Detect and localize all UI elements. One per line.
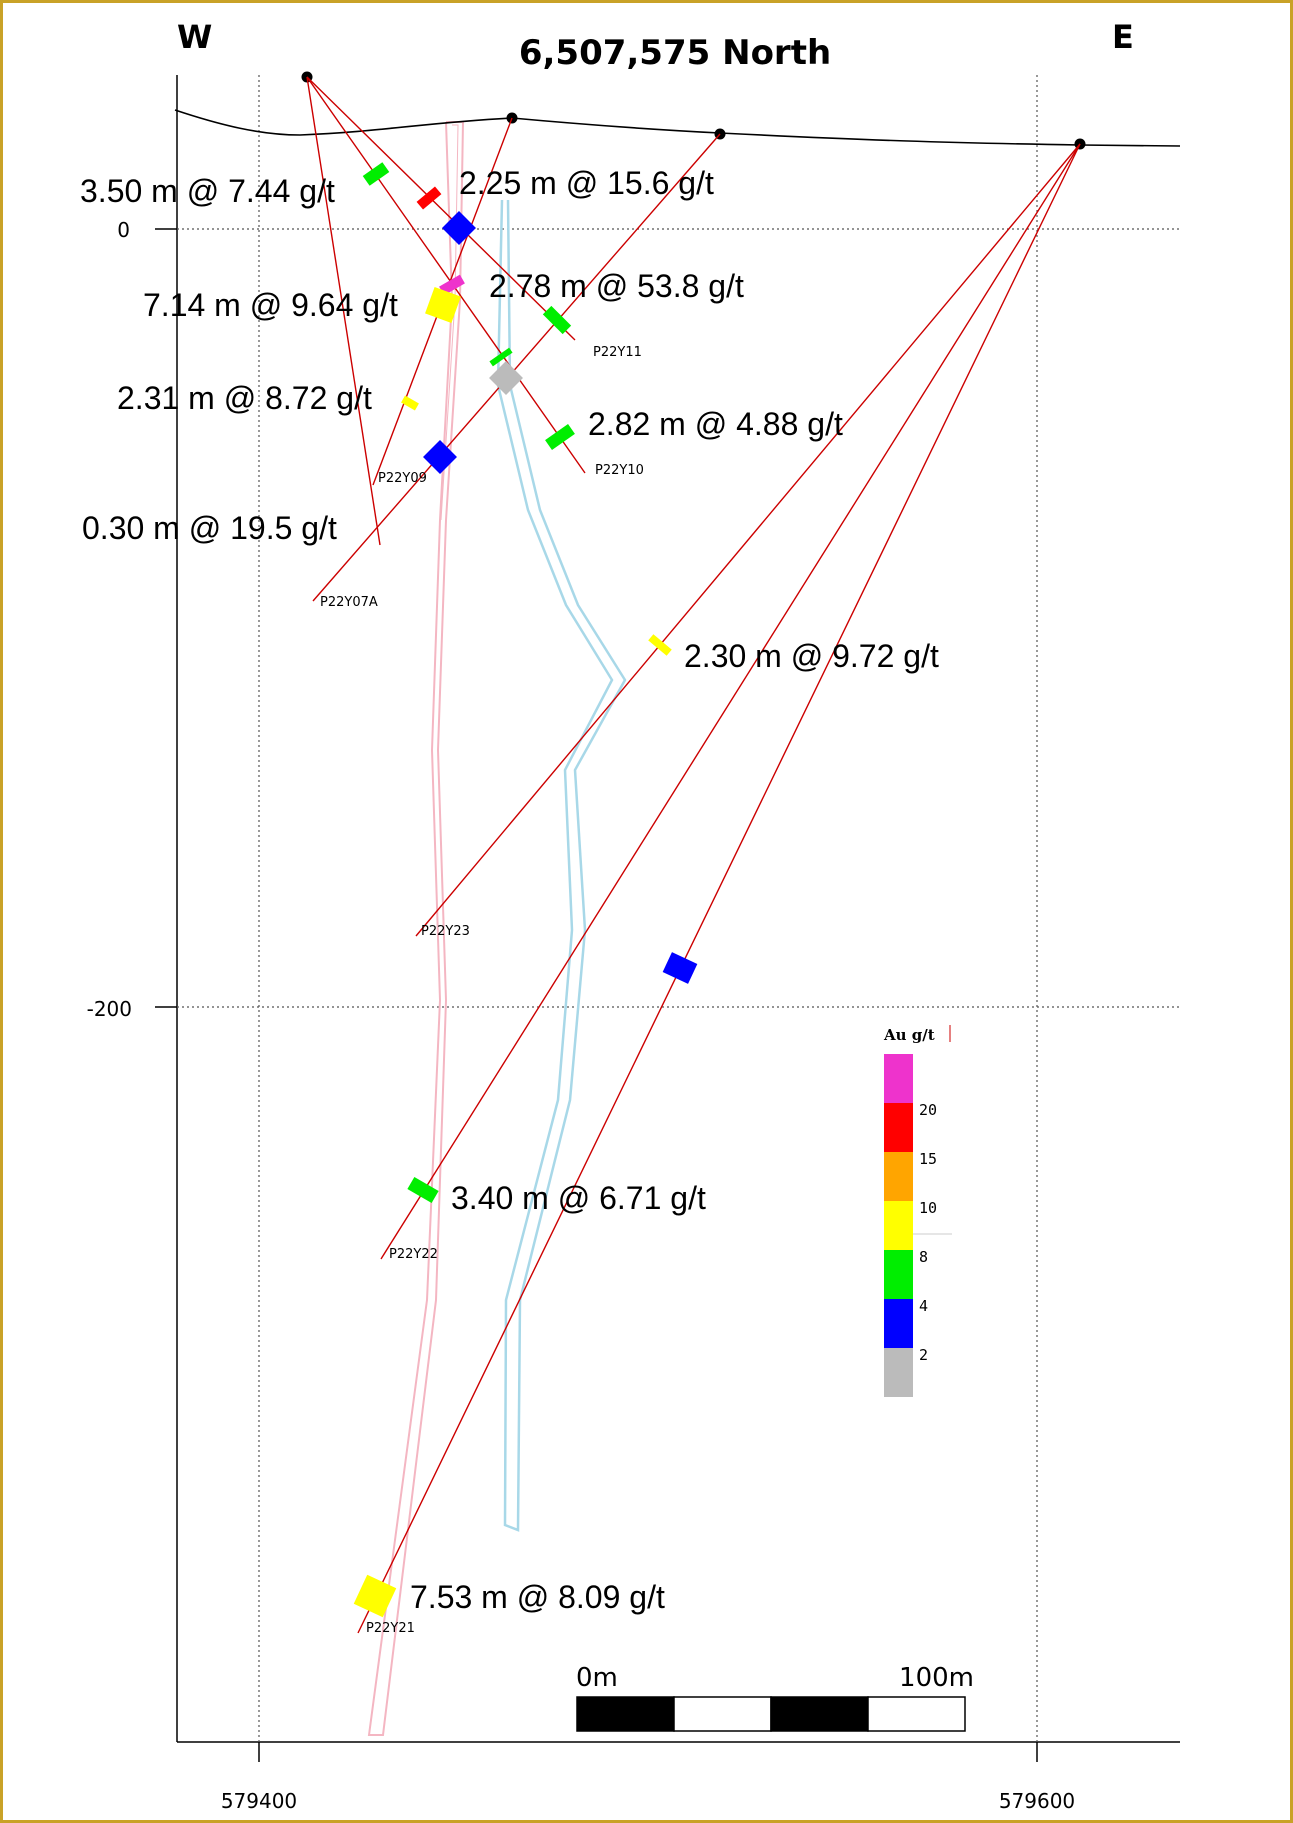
au-legend: Au g/t 20 15 10 8 4 2 [883,1025,952,1397]
scale-end-label: 100m [899,1663,974,1693]
legend-swatch [884,1201,913,1250]
legend-label: 10 [919,1199,937,1217]
assay-markers [353,162,698,1618]
intercept-label: 2.30 m @ 9.72 g/t [684,638,939,674]
assay-marker-red [416,186,442,210]
drill-trace-P22Y21 [357,143,1081,1634]
scale-segment-black [576,1696,675,1732]
assay-marker-yellow [353,1574,397,1618]
pink-zone-outline [367,121,465,1736]
drill-trace-P22Y07A-upper [306,76,381,546]
intercept-label: 2.31 m @ 8.72 g/t [117,380,372,416]
west-label: W [177,18,212,56]
hole-label: P22Y09 [378,471,427,486]
drill-trace-P22Y10 [306,76,586,474]
assay-marker-blue [662,952,698,984]
topography-line [174,109,1181,147]
blue-zone-outline [496,199,627,1532]
intercept-label: 0.30 m @ 19.5 g/t [82,510,337,546]
assay-marker-yellow [648,634,672,656]
east-label: E [1112,18,1134,56]
intercept-label: 3.50 m @ 7.44 g/t [80,173,335,209]
collar-point [506,112,518,124]
section-title: 6,507,575 North [519,33,831,73]
hole-label: P22Y10 [595,463,644,478]
assay-marker-green [545,424,575,450]
hole-label: P22Y23 [421,924,470,939]
drill-traces [306,76,1081,1634]
hole-label: P22Y21 [366,1621,415,1636]
scale-segment-white [867,1696,966,1732]
assay-marker-green [407,1176,439,1204]
collars [301,71,1086,150]
legend-label: 2 [919,1346,928,1364]
assay-marker-yellow [401,395,419,411]
drill-trace-P22Y23 [415,143,1081,937]
axis-frame [155,75,1180,1762]
assay-marker-green [362,162,390,186]
legend-swatch [884,1299,913,1348]
scale-segment-white [673,1696,772,1732]
legend-label: 8 [919,1248,928,1266]
drill-trace-P22Y11 [306,76,576,341]
legend-label: 4 [919,1297,928,1315]
y-label-0: 0 [117,218,130,242]
intercept-label: 2.25 m @ 15.6 g/t [459,165,714,201]
assay-marker-green [542,305,572,335]
legend-swatch [884,1348,913,1397]
gridlines [177,75,1180,1742]
legend-title: Au g/t [883,1026,935,1044]
scale-segment-black [770,1696,869,1732]
assay-marker-green [489,347,513,367]
x-label-579400: 579400 [221,1789,297,1813]
intercept-label: 7.14 m @ 9.64 g/t [143,287,398,323]
legend-label: 20 [919,1101,937,1119]
intercept-label: 7.53 m @ 8.09 g/t [410,1579,665,1615]
intercept-label: 2.78 m @ 53.8 g/t [489,268,744,304]
intercept-label: 3.40 m @ 6.71 g/t [451,1180,706,1216]
legend-swatch [884,1152,913,1201]
drill-trace-P22Y07A [312,133,721,602]
x-label-579600: 579600 [999,1789,1075,1813]
hole-label: P22Y11 [593,345,642,360]
hole-label: P22Y07A [320,595,378,610]
hole-labels: P22Y11 P22Y10 P22Y09 P22Y07A P22Y23 P22Y… [320,345,644,1636]
assay-marker-magenta [439,274,465,296]
hole-label: P22Y22 [389,1247,438,1262]
pink-zone-shape [367,121,465,1736]
intercept-labels: 3.50 m @ 7.44 g/t 2.25 m @ 15.6 g/t 2.78… [80,165,939,1615]
intercept-label: 2.82 m @ 4.88 g/t [588,406,843,442]
y-label-neg200: -200 [87,997,132,1021]
legend-swatch [884,1103,913,1152]
scale-start-label: 0m [576,1663,618,1693]
legend-swatch [884,1054,913,1103]
assay-marker-blue [442,211,476,245]
drill-trace-P22Y22 [380,143,1081,1260]
pink-zone-inner [440,124,459,521]
blue-zone-shape [496,199,627,1532]
legend-swatch [884,1250,913,1299]
legend-label: 15 [919,1150,937,1168]
scale-bar: 0m 100m [576,1663,974,1732]
assay-marker-yellow [425,287,461,323]
